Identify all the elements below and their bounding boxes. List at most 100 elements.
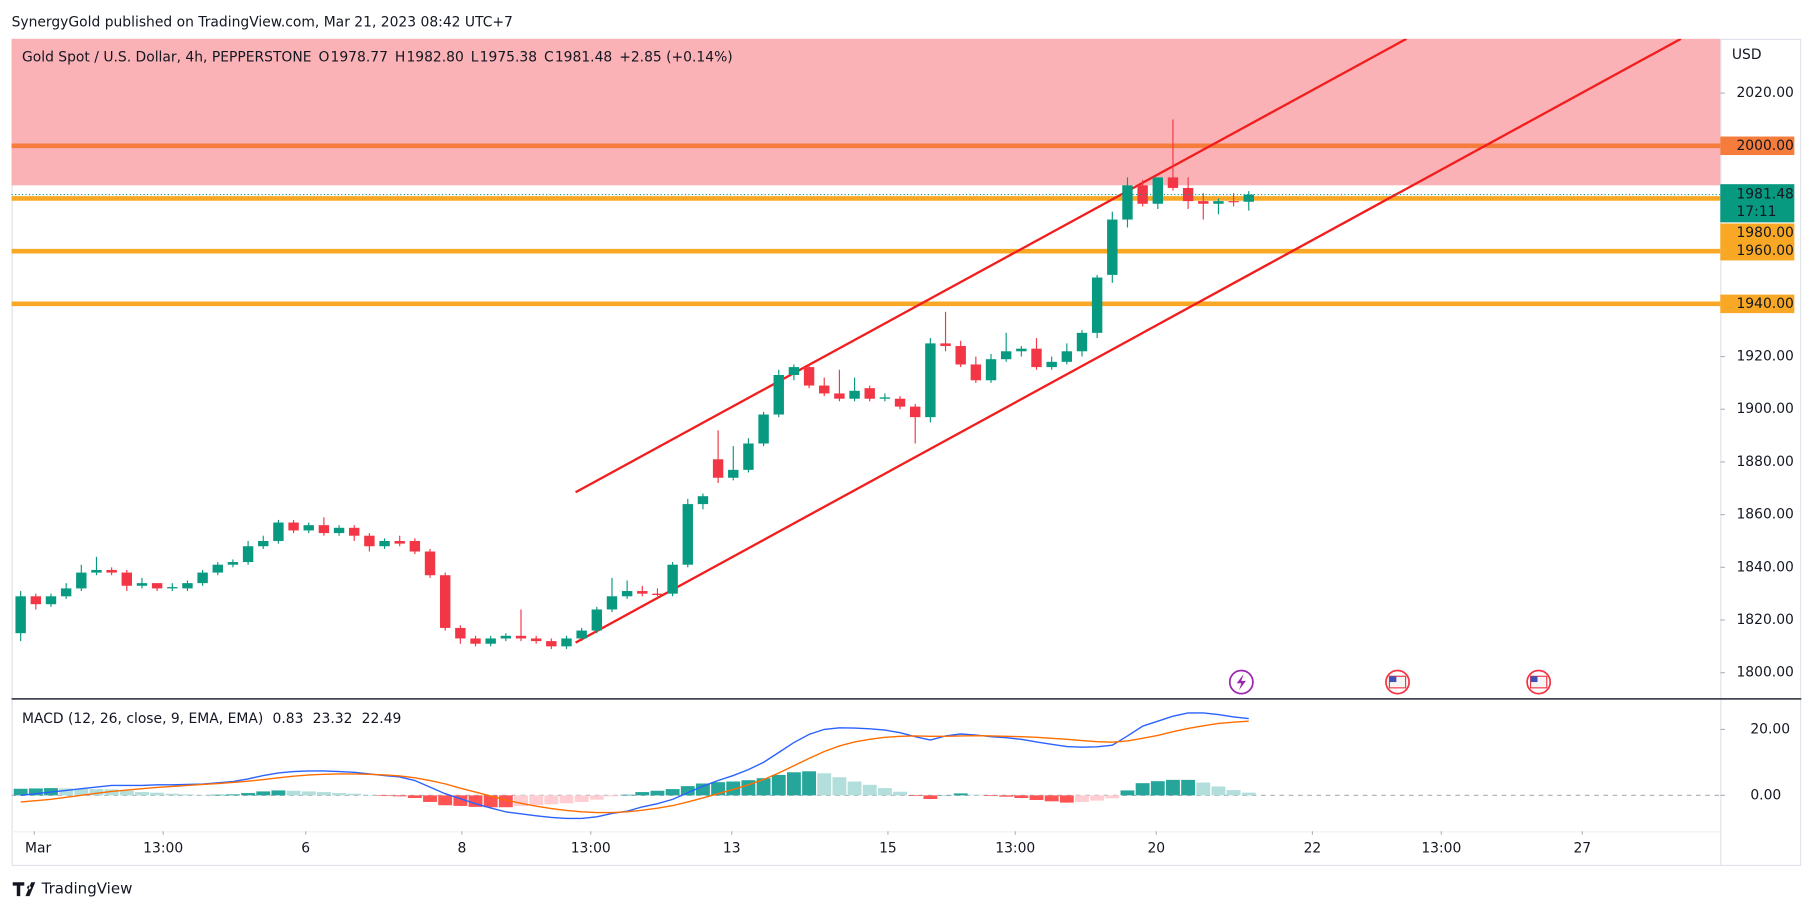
y-tick-label: 1820.00 — [1736, 612, 1793, 628]
candle-body — [439, 575, 451, 628]
brand-name: TradingView — [41, 880, 133, 898]
ohlc-letter: H — [395, 49, 405, 65]
candle-body — [106, 569, 117, 573]
candle-body — [1016, 348, 1027, 352]
histogram-bar — [256, 791, 271, 796]
candle-body — [773, 375, 784, 415]
histogram-bar — [468, 795, 483, 807]
histogram-bar — [180, 794, 195, 796]
x-tick-label: 13:00 — [143, 841, 183, 857]
level-badge — [1720, 223, 1795, 243]
candle-body — [834, 393, 845, 399]
histogram-bar — [984, 795, 998, 797]
candle-body — [1198, 201, 1209, 204]
histogram-bar — [225, 794, 240, 796]
histogram-bar — [771, 774, 786, 796]
candle-body — [409, 540, 421, 552]
y-tick-label: 1800.00 — [1736, 665, 1793, 681]
histogram-bar — [877, 788, 892, 796]
x-tick-label: 20 — [1147, 841, 1165, 857]
candle-body — [758, 414, 769, 444]
candle-body — [1031, 348, 1042, 368]
histogram-bar — [28, 788, 43, 796]
candle-body — [1213, 201, 1224, 204]
candle-body — [546, 641, 557, 647]
candle-body — [864, 388, 875, 399]
candle-body — [1228, 201, 1239, 203]
histogram-value: 0.83 — [273, 711, 304, 727]
histogram-bar — [1059, 795, 1074, 803]
histogram-bar — [574, 795, 589, 802]
histogram-bar — [347, 793, 362, 796]
candle-body — [849, 390, 860, 399]
publish-header: SynergyGold published on TradingView.com… — [12, 15, 513, 31]
candle-body — [940, 343, 951, 347]
candle-body — [121, 572, 133, 586]
y-tick-label: 1840.00 — [1736, 559, 1793, 575]
histogram-bar — [438, 795, 453, 806]
histogram-bar — [104, 789, 119, 796]
y-tick-label: 1900.00 — [1736, 401, 1793, 417]
level-badge-label: 2000.00 — [1736, 138, 1793, 154]
candle-body — [1152, 177, 1163, 204]
histogram-bar — [301, 791, 316, 796]
x-tick-label: 13:00 — [1421, 841, 1461, 857]
histogram-bar — [999, 795, 1014, 797]
histogram-bar — [241, 793, 256, 796]
last-price-badge — [1720, 184, 1795, 223]
candle-body — [242, 546, 254, 563]
candle-body — [333, 527, 345, 534]
histogram-bar — [559, 795, 574, 804]
candle-body — [136, 583, 148, 586]
histogram-bar — [1120, 790, 1135, 796]
candle-body — [970, 364, 982, 381]
candle-body — [500, 635, 512, 639]
candle-body — [303, 525, 314, 531]
histogram-bar — [1181, 779, 1196, 796]
countdown: 17:11 — [1736, 204, 1776, 220]
candle-body — [30, 596, 42, 605]
histogram-bar — [210, 794, 225, 796]
histogram-bar — [514, 795, 528, 806]
flag-canton — [1530, 676, 1538, 683]
candle-body — [288, 522, 299, 531]
candle-body — [621, 591, 633, 597]
currency: USD — [1732, 47, 1762, 63]
candle-body — [682, 504, 693, 565]
x-tick-label: 8 — [457, 841, 466, 857]
resistance-zone — [11, 38, 1721, 186]
y-tick-label: 20.00 — [1750, 721, 1790, 737]
histogram-bar — [1211, 786, 1226, 796]
histogram-bar — [620, 794, 635, 796]
candle-body — [819, 385, 830, 394]
level-badge-label: 1960.00 — [1736, 243, 1793, 259]
histogram-bar — [1044, 795, 1059, 802]
histogram-bar — [1196, 782, 1211, 796]
histogram-bar — [1105, 795, 1120, 799]
ohlc-value: 1981.48 — [555, 49, 612, 65]
candle-body — [515, 635, 527, 639]
macd-line — [20, 712, 1249, 820]
candle-body — [470, 638, 481, 644]
histogram-bar — [1226, 790, 1241, 796]
histogram-bar — [635, 792, 650, 796]
candle-body — [349, 527, 360, 536]
histogram-bar — [786, 772, 801, 796]
candle-body — [15, 596, 26, 634]
histogram-bar — [650, 790, 665, 796]
histogram-bar — [59, 788, 74, 796]
histogram-bar — [453, 795, 468, 806]
candle-body — [1046, 361, 1057, 368]
histogram-bar — [726, 781, 741, 796]
histogram-bar — [923, 795, 938, 799]
candle-body — [894, 398, 906, 407]
flag-canton — [1389, 676, 1397, 683]
candle-body — [985, 359, 997, 381]
histogram-bar — [377, 795, 392, 797]
candle-body — [1243, 194, 1254, 202]
candle-body — [212, 564, 223, 573]
candle-body — [227, 562, 239, 565]
candle-body — [803, 367, 815, 386]
